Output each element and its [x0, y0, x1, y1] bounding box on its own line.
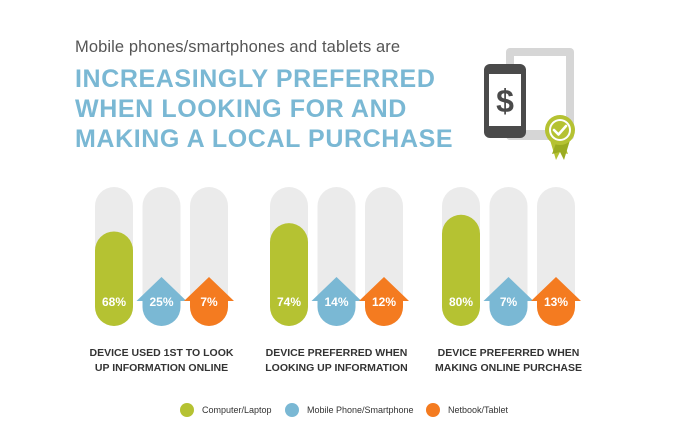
bar-computer-2	[270, 223, 308, 326]
legend-label-mobile: Mobile Phone/Smartphone	[307, 405, 414, 415]
legend-item-computer: Computer/Laptop	[180, 403, 272, 417]
bar-value-label: 68%	[102, 295, 126, 309]
dollar-symbol: $	[496, 83, 514, 119]
bar-computer-3	[442, 214, 480, 326]
legend-item-mobile: Mobile Phone/Smartphone	[285, 403, 414, 417]
bar-computer-1	[95, 231, 133, 326]
bar-value-label: 14%	[324, 295, 348, 309]
bar-value-label: 13%	[544, 295, 568, 309]
bar-value-label: 7%	[500, 295, 518, 309]
bar-value-label: 12%	[372, 295, 396, 309]
category-label: DEVICE USED 1ST TO LOOK	[90, 347, 234, 359]
headline: INCREASINGLY PREFERRED WHEN LOOKING FOR …	[75, 65, 454, 153]
legend-item-netbook: Netbook/Tablet	[426, 403, 508, 417]
subtitle: Mobile phones/smartphones and tablets ar…	[75, 38, 401, 56]
legend-swatch-computer	[180, 403, 194, 417]
category-label: UP INFORMATION ONLINE	[95, 362, 228, 374]
bar-value-label: 7%	[200, 295, 218, 309]
checkmark-badge-icon	[545, 115, 575, 160]
bar-netbook-2	[359, 277, 409, 326]
bar-netbook-1	[184, 277, 234, 326]
legend-swatch-netbook	[426, 403, 440, 417]
category-label: MAKING ONLINE PURCHASE	[435, 362, 582, 374]
legend-swatch-mobile	[285, 403, 299, 417]
category-label: LOOKING UP INFORMATION	[265, 362, 408, 374]
bar-mobile-3	[483, 277, 534, 326]
bar-mobile-1	[136, 277, 187, 326]
bar-mobile-2	[311, 277, 362, 326]
bar-value-label: 25%	[149, 295, 173, 309]
phone-dollar-icon: $	[484, 64, 526, 138]
bar-value-label: 80%	[449, 295, 473, 309]
bar-netbook-3	[531, 277, 581, 326]
category-label: DEVICE PREFERRED WHEN	[438, 347, 580, 359]
bar-value-label: 74%	[277, 295, 301, 309]
legend-label-computer: Computer/Laptop	[202, 405, 272, 415]
hero-illustration: $	[484, 48, 575, 160]
legend-label-netbook: Netbook/Tablet	[448, 405, 509, 415]
category-label: DEVICE PREFERRED WHEN	[266, 347, 408, 359]
